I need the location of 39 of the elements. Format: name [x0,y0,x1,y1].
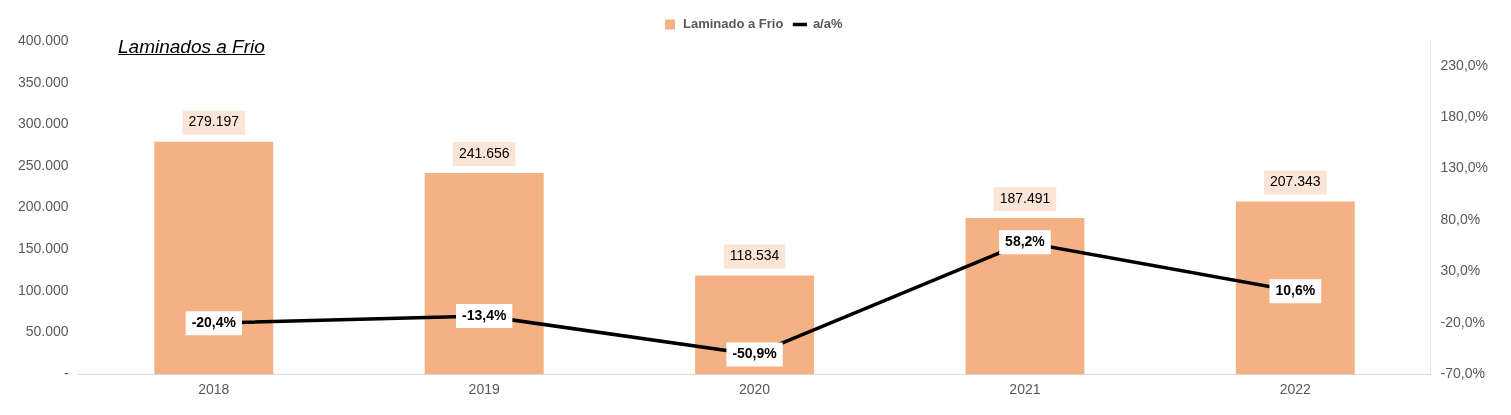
bar [695,275,815,375]
data-label: 10,6% [1275,282,1316,299]
y-tick-label: 50.000 [25,323,69,340]
y-tick-label: 300.000 [18,115,69,132]
bar [154,141,274,375]
y2-tick-label: 30,0% [1440,262,1481,279]
chart-title: Laminados a Frio [118,36,265,58]
data-label: 118.534 [729,247,780,264]
y2-tick-label: 180,0% [1440,107,1488,124]
data-label: 58,2% [1005,233,1046,250]
data-label: -13,4% [462,306,507,323]
y-tick-label: 350.000 [18,73,69,90]
y2-tick-label: 80,0% [1440,210,1481,227]
y-tick-label: 200.000 [18,198,69,215]
y2-tick-label: 230,0% [1440,56,1488,73]
data-label: 241.656 [458,144,510,161]
bar [1235,201,1355,375]
bar [965,218,1085,375]
legend-label: Laminado a Frio [682,16,784,32]
x-tick-label: 2020 [738,381,771,398]
x-tick-label: 2018 [198,381,230,398]
x-tick-label: 2019 [468,381,500,398]
y-tick-label: - [63,365,69,382]
data-label: 279.197 [188,113,240,130]
x-tick-label: 2021 [1009,381,1041,398]
data-label: 207.343 [1270,173,1321,190]
data-label: -50,9% [732,345,778,362]
x-tick-label: 2022 [1279,381,1312,398]
y-tick-label: 100.000 [18,281,69,298]
y2-tick-label: -70,0% [1440,365,1485,382]
y-tick-label: 250.000 [18,156,69,173]
y-tick-label: 400.000 [18,31,69,48]
bar [424,172,544,375]
y2-tick-label: -20,0% [1440,313,1485,330]
data-label: -20,4% [191,314,237,331]
y-tick-label: 150.000 [18,240,69,257]
y2-tick-label: 130,0% [1440,159,1488,176]
legend-label: a/a% [812,16,843,32]
data-label: 187.491 [999,189,1051,206]
